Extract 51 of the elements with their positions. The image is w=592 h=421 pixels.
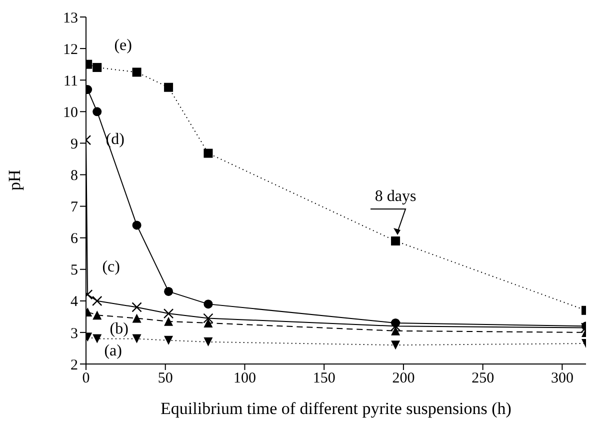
y-tick-label: 6 [70, 231, 78, 248]
y-tick-label: 8 [70, 168, 78, 184]
x-tick-label: 50 [158, 370, 173, 387]
point [132, 220, 142, 230]
y-tick-label: 9 [70, 136, 78, 153]
point [132, 334, 142, 344]
x-tick-label: 200 [392, 370, 415, 387]
series-label: (b) [110, 320, 128, 338]
y-tick-label: 7 [70, 200, 78, 216]
point [92, 62, 102, 72]
series-label: (c) [102, 258, 120, 276]
point [92, 334, 102, 344]
x-axis-title: Equilibrium time of different pyrite suspensions (h) [160, 399, 512, 418]
y-tick-label: 10 [63, 104, 78, 121]
point [164, 286, 174, 296]
point [204, 148, 213, 158]
point [390, 321, 401, 332]
x-tick-label: 0 [82, 370, 90, 387]
x-tick-label: 150 [312, 370, 336, 387]
x-tick-label: 300 [550, 370, 574, 387]
series-label: (a) [104, 342, 122, 360]
point [164, 82, 174, 92]
point [164, 316, 174, 326]
y-axis-title: pH [5, 170, 24, 190]
point [132, 302, 142, 312]
series-label: (e) [114, 36, 132, 54]
y-tick-label: 13 [63, 10, 78, 26]
y-tick-label: 3 [70, 326, 78, 342]
y-tick-label: 2 [70, 357, 78, 374]
point [132, 68, 142, 77]
point [391, 236, 400, 246]
annotation: 8 days [374, 188, 416, 205]
point [132, 314, 142, 323]
point [204, 318, 213, 328]
point [92, 310, 102, 320]
series-label: (d) [106, 131, 124, 148]
x-tick-label: 100 [233, 370, 256, 387]
point [203, 313, 214, 324]
point [204, 337, 213, 346]
x-tick-label: 250 [472, 370, 494, 387]
point [391, 340, 400, 350]
point [163, 308, 174, 319]
point [92, 296, 102, 306]
y-tick-label: 11 [64, 73, 78, 90]
point [164, 336, 174, 345]
point [204, 300, 213, 309]
point [92, 107, 102, 116]
y-tick-label: 4 [70, 294, 78, 310]
y-tick-label: 5 [70, 262, 78, 279]
y-tick-label: 12 [63, 42, 78, 58]
point [391, 326, 400, 336]
